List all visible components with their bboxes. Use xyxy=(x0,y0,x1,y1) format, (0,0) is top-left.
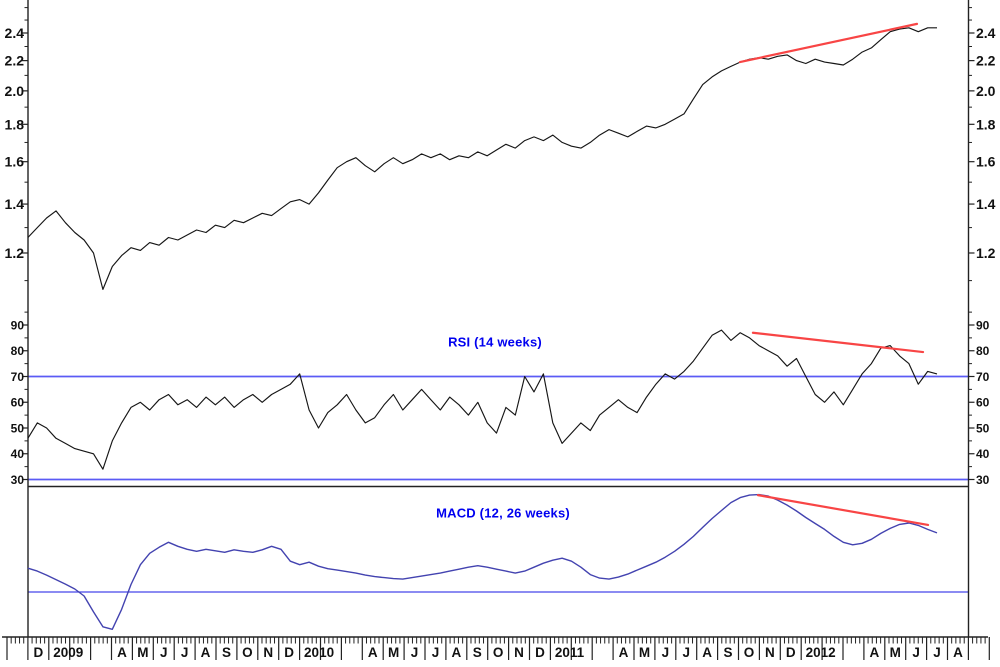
month-label: O xyxy=(744,645,755,660)
month-axis: D 2009 A M J J A S O N D 2010 A M J J A S O N D 2011 A M J J A S O N D… xyxy=(6,637,990,660)
price-ytick-label-right: 1.6 xyxy=(976,154,996,170)
series-lines xyxy=(27,27,938,630)
rsi-ytick-label-right: 80 xyxy=(976,344,990,358)
rsi-ytick-label-right: 60 xyxy=(976,396,990,410)
macd-panel-title: MACD (12, 26 weeks) xyxy=(436,505,570,521)
price-ytick-label-left: 1.6 xyxy=(5,154,25,170)
month-label: N xyxy=(263,645,273,660)
month-label: D xyxy=(786,645,796,660)
rsi-panel-title: RSI (14 weeks) xyxy=(448,334,542,350)
month-label: A xyxy=(451,645,461,660)
price-ytick-label-left: 2.2 xyxy=(5,53,25,69)
macd-line xyxy=(27,493,938,630)
price-ytick-label-right: 2.2 xyxy=(976,53,996,69)
price-line xyxy=(27,27,937,290)
month-label: J xyxy=(432,645,440,660)
month-label: D xyxy=(33,645,43,660)
month-label: J xyxy=(662,645,670,660)
price-ytick-label-right: 2.0 xyxy=(976,83,996,99)
price-ytick-label-left: 1.4 xyxy=(5,196,25,212)
month-label: J xyxy=(160,645,168,660)
rsi-ytick-label-left: 60 xyxy=(11,396,25,410)
price-ytick-label-left: 1.8 xyxy=(5,116,25,132)
axis-frame xyxy=(2,0,988,638)
rsi-ytick-label-right: 70 xyxy=(976,370,990,384)
rsi-ytick-label-right: 40 xyxy=(976,447,990,461)
month-label: N xyxy=(514,645,524,660)
rsi-line xyxy=(27,329,938,470)
rsi-ytick-label-left: 30 xyxy=(11,473,25,487)
year-label: 2009 xyxy=(53,645,83,660)
price-resistance-trendline xyxy=(738,22,919,64)
price-ytick-label-left: 1.2 xyxy=(5,245,25,261)
month-label: M xyxy=(639,645,650,660)
year-label: 2010 xyxy=(304,645,334,660)
price-ytick-label-right: 1.2 xyxy=(976,245,996,261)
month-label: S xyxy=(222,645,231,660)
price-ytick-label-right: 1.4 xyxy=(976,196,996,212)
rsi-ytick-label-right: 50 xyxy=(976,421,990,435)
month-label: O xyxy=(493,645,504,660)
price-ytick-label-right: 1.8 xyxy=(976,116,996,132)
macd-divergence-trendline xyxy=(756,494,930,527)
rsi-ytick-label-left: 80 xyxy=(11,344,25,358)
rsi-divergence-trendline xyxy=(751,331,925,354)
month-label: M xyxy=(137,645,148,660)
rsi-ytick-label-right: 90 xyxy=(976,318,990,332)
month-label: S xyxy=(724,645,733,660)
month-label: J xyxy=(181,645,189,660)
month-label: J xyxy=(933,645,941,660)
price-ytick-label-left: 2.0 xyxy=(5,83,25,99)
y-ticks-and-labels: 1.2 1.2 1.4 1.4 1.6 1.6 1.8 1.8 2.0 2.0 2.2 2.2 2.4 2… xyxy=(5,7,996,487)
month-label: D xyxy=(535,645,545,660)
month-label: J xyxy=(912,645,920,660)
month-label: A xyxy=(702,645,712,660)
month-label: M xyxy=(388,645,399,660)
price-ytick-label-right: 2.4 xyxy=(976,25,996,41)
month-label: M xyxy=(890,645,901,660)
level-lines xyxy=(28,375,969,593)
month-label: N xyxy=(765,645,775,660)
month-label: O xyxy=(242,645,253,660)
month-label: A xyxy=(869,645,879,660)
rsi-ytick-label-left: 50 xyxy=(11,421,25,435)
rsi-ytick-label-left: 70 xyxy=(11,370,25,384)
month-label: A xyxy=(368,645,378,660)
rsi-ytick-label-right: 30 xyxy=(976,473,990,487)
year-label: 2012 xyxy=(806,645,836,660)
month-label: A xyxy=(117,645,127,660)
rsi-ytick-label-left: 40 xyxy=(11,447,25,461)
month-label: D xyxy=(284,645,294,660)
month-label: A xyxy=(953,645,963,660)
month-label: A xyxy=(619,645,629,660)
month-label: S xyxy=(473,645,482,660)
price-ytick-label-left: 2.4 xyxy=(5,25,25,41)
rsi-ytick-label-left: 90 xyxy=(11,318,25,332)
year-label: 2011 xyxy=(555,645,585,660)
month-label: J xyxy=(682,645,690,660)
month-label: A xyxy=(201,645,211,660)
trendlines xyxy=(738,22,930,527)
month-label: J xyxy=(411,645,419,660)
